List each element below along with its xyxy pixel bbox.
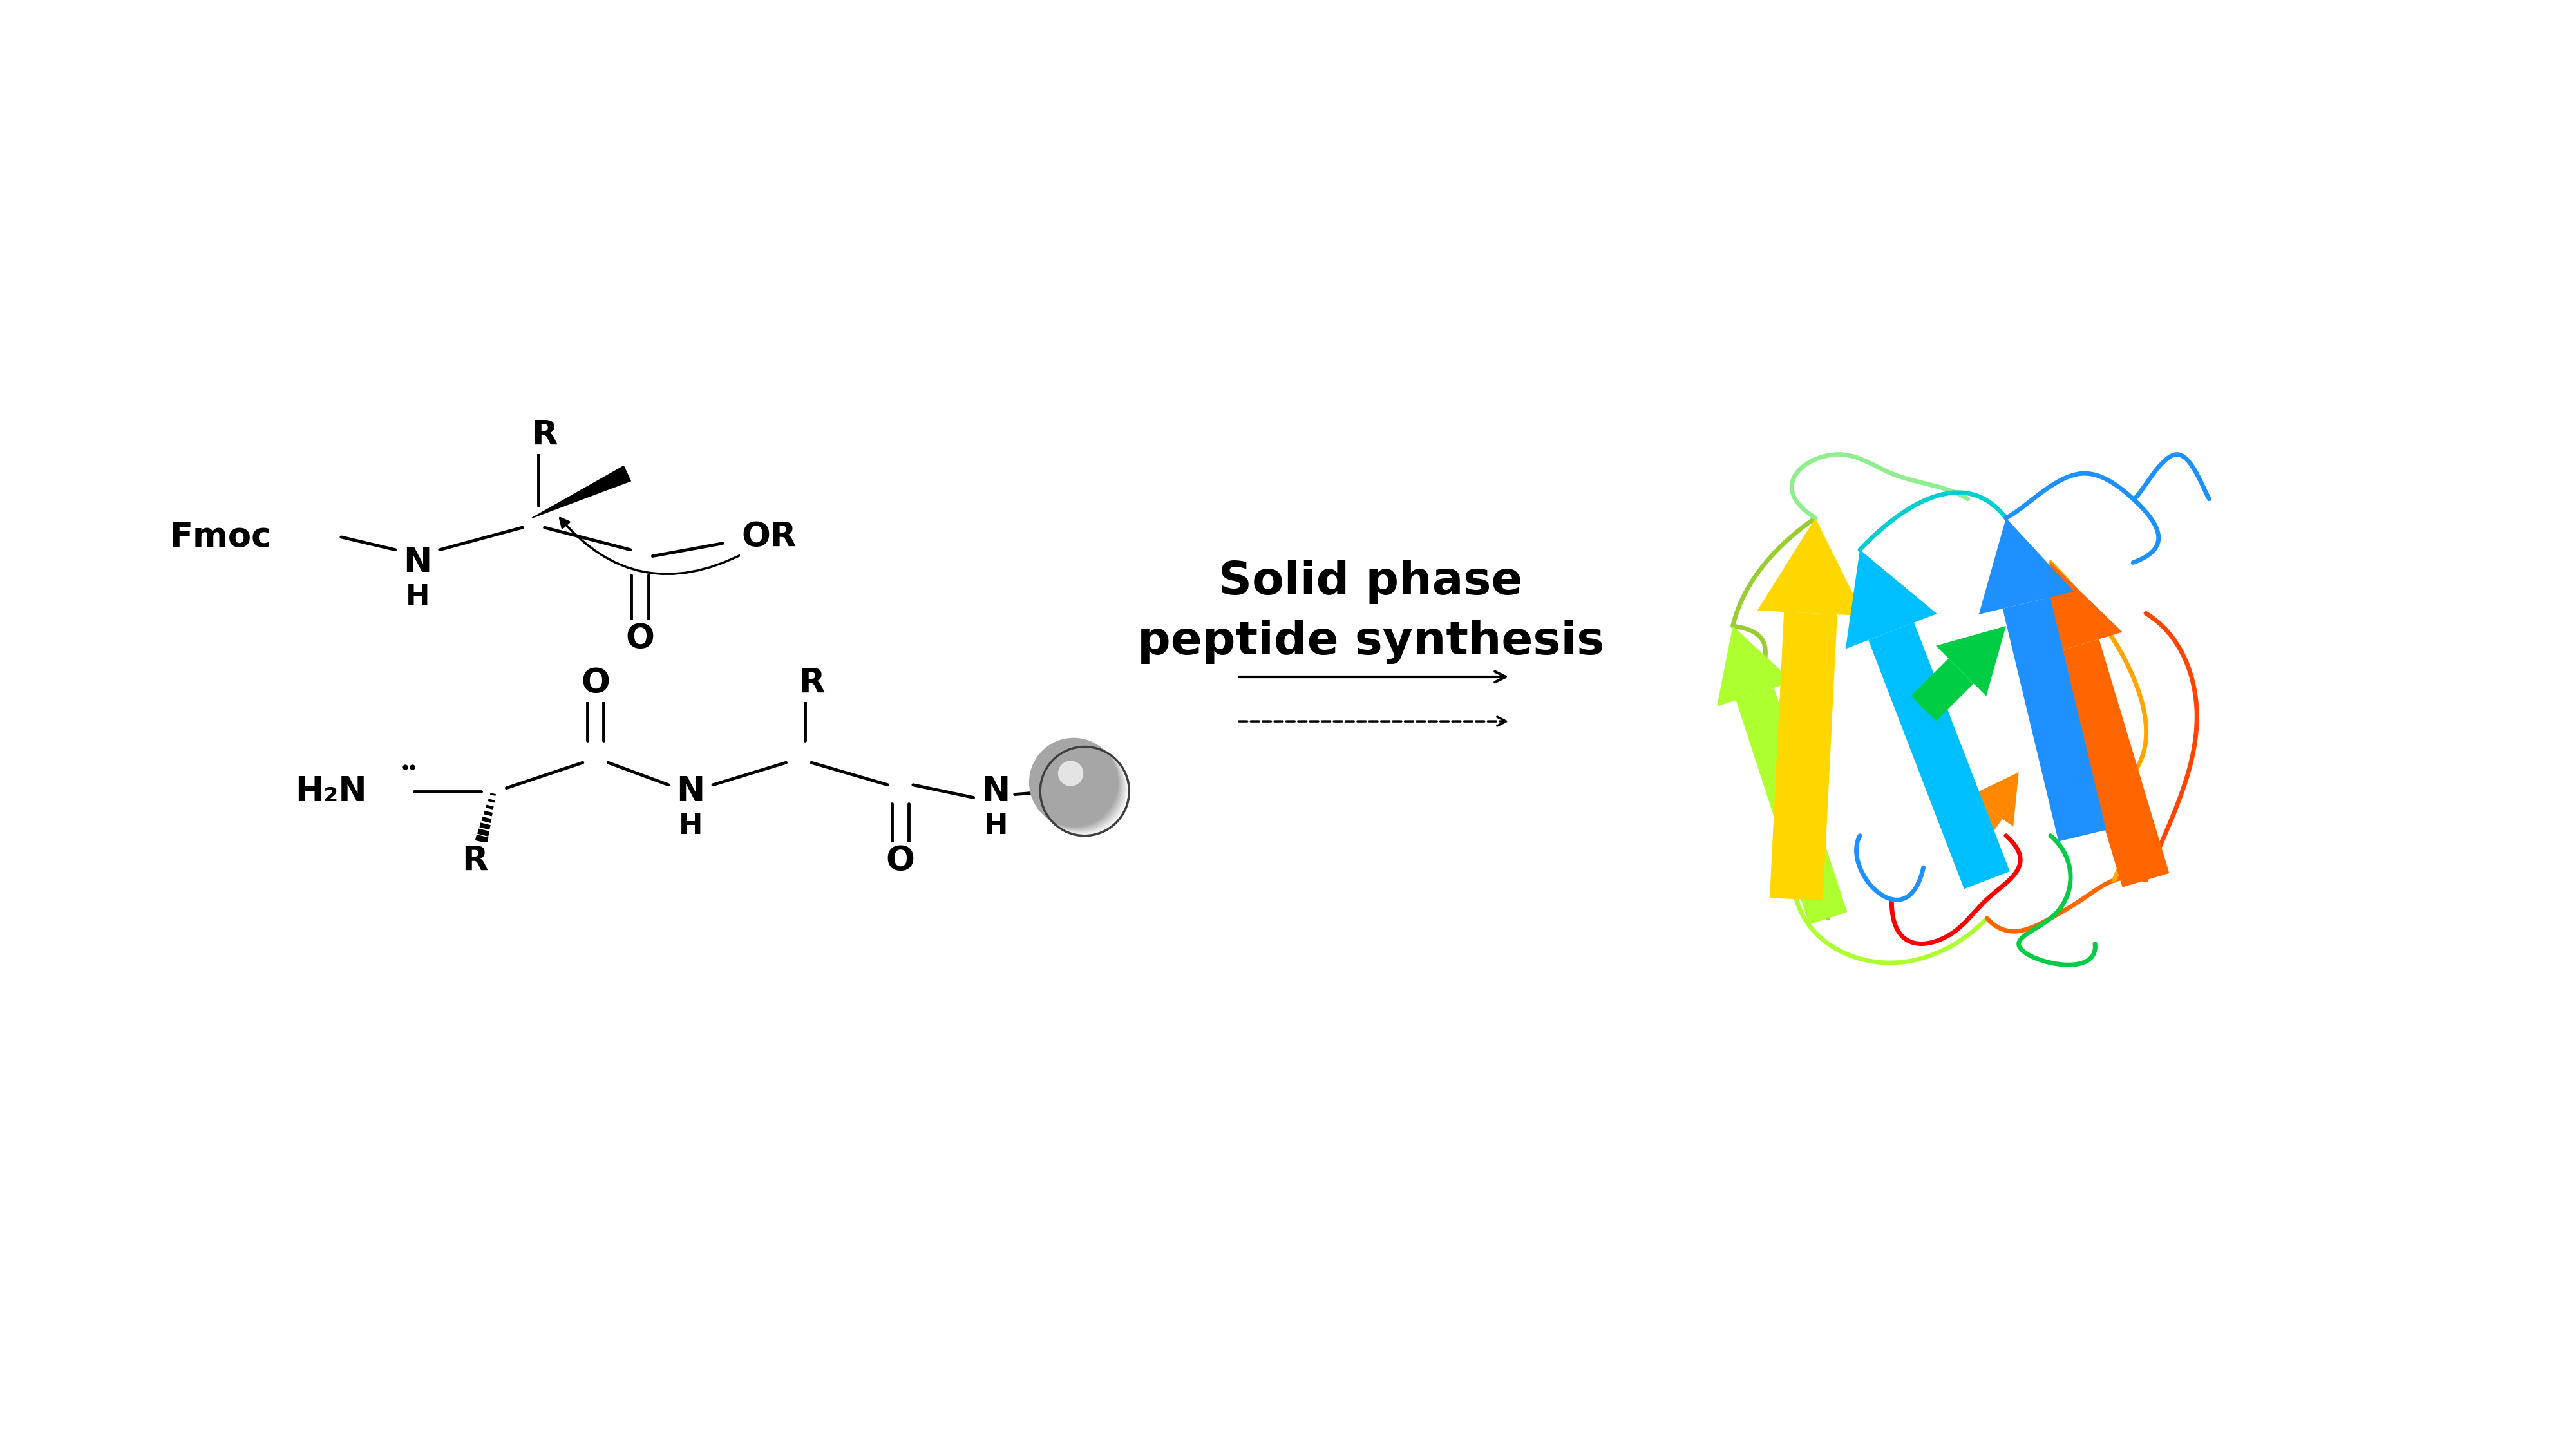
Circle shape [1059, 761, 1084, 787]
Circle shape [1036, 743, 1126, 832]
Circle shape [1033, 740, 1121, 829]
Polygon shape [1911, 658, 1973, 722]
Circle shape [1030, 739, 1118, 827]
Polygon shape [1716, 626, 1793, 706]
Circle shape [1028, 738, 1118, 827]
Polygon shape [1978, 517, 2074, 614]
Text: N: N [981, 774, 1010, 809]
Text: O: O [626, 622, 654, 655]
Text: N: N [677, 774, 706, 809]
Circle shape [1030, 739, 1121, 827]
Circle shape [1030, 739, 1121, 829]
Text: peptide synthesis: peptide synthesis [1136, 620, 1605, 664]
Circle shape [1033, 740, 1121, 830]
Polygon shape [1868, 623, 2009, 888]
Text: H₂N: H₂N [294, 774, 366, 809]
Circle shape [1041, 746, 1128, 835]
Circle shape [1036, 743, 1123, 832]
Text: H: H [677, 813, 703, 840]
Text: R: R [531, 419, 556, 452]
Text: O: O [582, 667, 611, 700]
Text: H: H [984, 813, 1007, 840]
Text: OR: OR [742, 520, 796, 554]
Polygon shape [1770, 611, 1837, 901]
Circle shape [1036, 742, 1123, 832]
Polygon shape [1757, 517, 1865, 616]
Polygon shape [1937, 626, 2007, 696]
Circle shape [1030, 739, 1118, 827]
Circle shape [1036, 743, 1126, 832]
Polygon shape [1736, 688, 1847, 924]
Text: Fmoc: Fmoc [170, 520, 270, 554]
Circle shape [1033, 740, 1121, 829]
Circle shape [1038, 746, 1128, 835]
Polygon shape [2030, 562, 2123, 661]
Circle shape [1041, 746, 1128, 836]
Circle shape [1038, 745, 1126, 833]
Polygon shape [1963, 804, 2002, 843]
Polygon shape [1971, 772, 2020, 826]
FancyArrowPatch shape [559, 519, 742, 574]
Polygon shape [1844, 549, 1937, 649]
Polygon shape [2053, 639, 2169, 887]
Polygon shape [531, 467, 631, 517]
Circle shape [1036, 742, 1123, 830]
Polygon shape [2002, 597, 2107, 842]
Circle shape [1033, 742, 1123, 830]
Text: H: H [404, 584, 430, 611]
Circle shape [1041, 746, 1128, 835]
Text: R: R [461, 845, 487, 878]
Text: O: O [886, 845, 914, 878]
Text: N: N [404, 546, 433, 580]
Circle shape [1038, 745, 1126, 833]
Text: R: R [799, 667, 824, 700]
Text: Solid phase: Solid phase [1218, 559, 1522, 604]
Circle shape [1038, 745, 1126, 833]
